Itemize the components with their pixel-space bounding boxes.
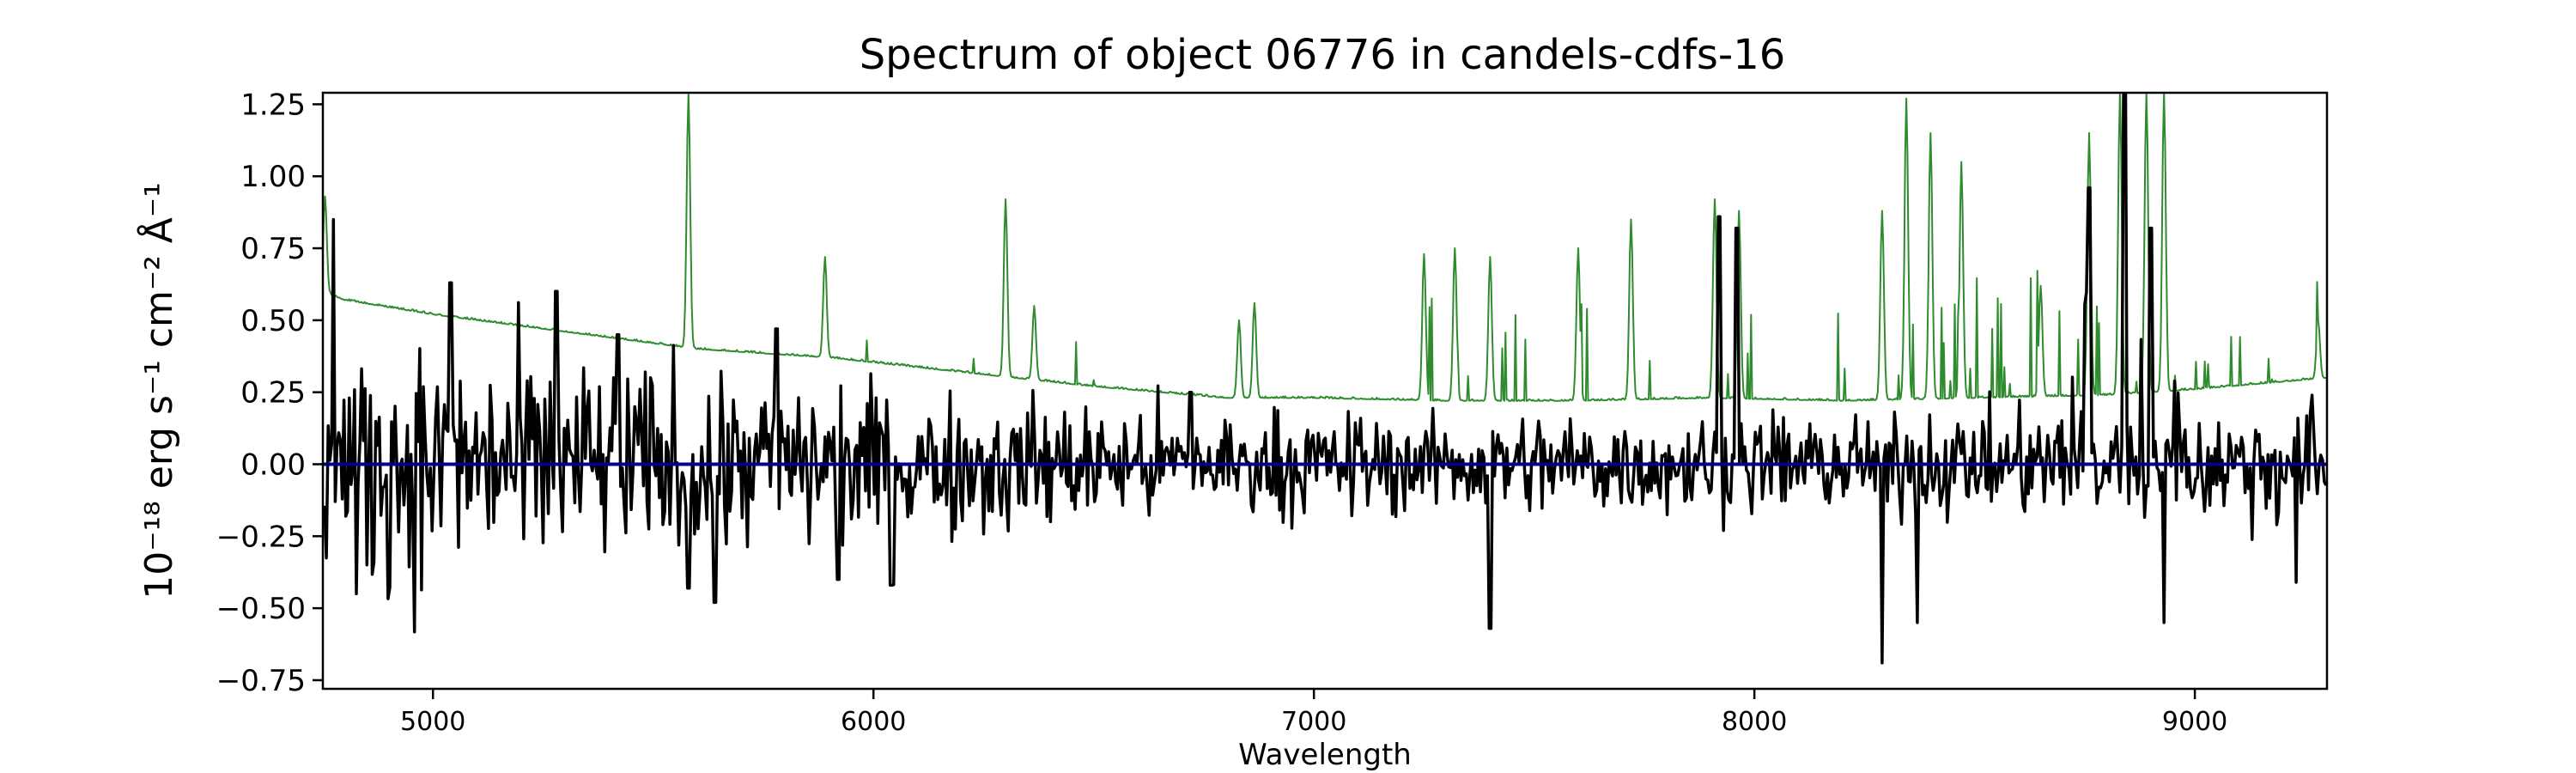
error-spectrum-line [323, 93, 2327, 402]
y-tick-label: 1.00 [240, 160, 306, 194]
y-tick-label: 0.75 [240, 232, 306, 266]
y-tick-label: −0.50 [216, 592, 306, 626]
y-tick-label: 0.50 [240, 304, 306, 338]
y-tick-label: 0.25 [240, 376, 306, 411]
x-axis-label: Wavelength [1238, 738, 1412, 772]
x-tick-label: 6000 [841, 707, 906, 737]
y-tick-label: −0.75 [216, 664, 306, 698]
x-tick-label: 8000 [1722, 707, 1787, 737]
plot-area [323, 93, 2327, 689]
chart-title: Spectrum of object 06776 in candels-cdfs… [860, 31, 1786, 79]
y-tick-label: 0.00 [240, 447, 306, 482]
y-tick-label: −0.25 [216, 520, 306, 554]
plot-content [323, 93, 2327, 665]
y-axis: −0.75 −0.50 −0.25 0.00 0.25 0.50 0.75 1.00 1.25 [216, 88, 323, 698]
x-tick-label: 5000 [400, 707, 465, 737]
x-tick-label: 9000 [2162, 707, 2227, 737]
x-tick-label: 7000 [1281, 707, 1346, 737]
plot-frame [321, 91, 2329, 691]
y-tick-label: 1.25 [240, 88, 306, 122]
flux-spectrum-line [323, 93, 2327, 665]
x-axis: 5000 6000 7000 8000 9000 [400, 689, 2227, 737]
y-axis-label: 10⁻¹⁸ erg s⁻¹ cm⁻² Å⁻¹ [136, 182, 181, 599]
